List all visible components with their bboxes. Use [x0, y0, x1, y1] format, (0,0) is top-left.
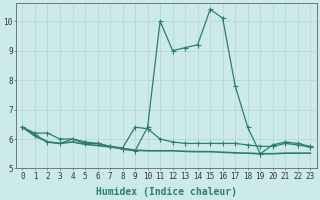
X-axis label: Humidex (Indice chaleur): Humidex (Indice chaleur): [96, 186, 237, 197]
